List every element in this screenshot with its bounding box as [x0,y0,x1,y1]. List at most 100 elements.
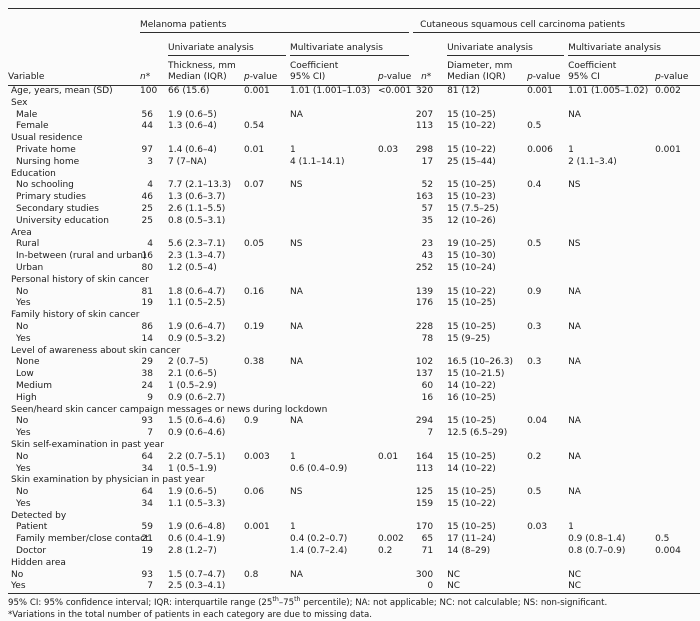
table-row: Yes 7 2.5 (0.3–4.1) 0 NC NC [8,581,700,595]
cell-coef-cscc: NA [568,286,581,297]
cell-coef-mel [290,192,378,204]
cell-coef-mel: NA [290,286,303,297]
cell-thickness: 1 (0.5–1.9) [168,463,217,474]
cell-diameter: 81 (12) [447,86,480,96]
cell-coef-mel [290,251,378,263]
cell-coef-cscc [568,381,655,393]
cell-coef-cscc [568,428,655,440]
cell-n-mel: 64 [141,451,153,462]
footnote-asterisk: *Variations in the total number of patie… [8,609,372,620]
cell-thickness: 1.2 (0.5–4) [168,262,217,273]
cell-diameter: 15 (10–25) [447,487,496,498]
cell-n-mel: 59 [141,522,153,533]
cell-thickness: 0.9 (0.6–4.6) [168,428,226,439]
thickness-column-header: Thickness, mm Median (IQR) [168,56,244,86]
cell-variable: Personal history of skin cancer [11,274,149,285]
cell-n-mel: 93 [141,569,153,580]
n-column-header-cscc: n* [413,56,448,86]
cell-coef-cscc [568,121,655,133]
table-row: No 86 1.9 (0.6–4.7) 0.19 NA 228 15 (10–25) 0.3 N… [8,322,700,334]
cscc-section-header: Cutaneous squamous cell carcinoma patien… [413,9,700,34]
cell-p-uni-mel [244,369,290,381]
cell-coef-mel [290,298,378,310]
cell-variable: Private home [16,144,76,155]
cell-n-mel: 81 [141,286,153,297]
cell-variable: No [16,286,29,297]
cell-diameter: 15 (10–23) [447,192,496,203]
table-row: Secondary studies 25 2.6 (1.1–5.5) 57 15 (7.… [8,204,700,216]
cell-coef-mel [290,334,378,346]
cell-p-uni-mel: 0.19 [244,321,265,332]
cell-p-uni-cscc [527,464,568,476]
cell-variable: Doctor [16,546,47,557]
cell-p-uni-cscc: 0.001 [527,86,553,96]
cell-diameter: 15 (10–25) [447,180,496,191]
p-value-column-header-uni-mel: p-value [244,56,290,86]
cell-n-cscc: 7 [427,428,434,439]
cell-thickness: 2.2 (0.7–5.1) [168,451,226,462]
cell-coef-mel: NS [290,180,303,191]
cell-n-mel: 16 [141,251,153,262]
cell-p-uni-mel [244,110,290,122]
table-row: Nursing home 3 7 (7–NA) 4 (1.1–14.1) 17 25 (1… [8,157,700,169]
cell-p-uni-mel [244,157,290,169]
cscc-multivariate-header: Multivariate analysis [568,33,700,56]
cell-n-cscc: 164 [415,451,434,462]
cell-coef-mel: NA [290,357,303,368]
cell-diameter: 15 (10–25) [447,321,496,332]
cell-p-mult-mel [378,428,413,440]
coefficient-column-header-cscc: Coefficient 95% CI [568,56,656,86]
cell-coef-mel [290,581,378,595]
diameter-column-header: Diameter, mm Median (IQR) [447,56,528,86]
cell-coef-cscc: NC [568,569,582,580]
table-row: None 29 2 (0.7–5) 0.38 NA 102 16.5 (10–26.3) 0.… [8,357,700,369]
cell-n-cscc: 125 [415,487,434,498]
table-row: Primary studies 46 1.3 (0.6–3.7) 163 15 (10–… [8,192,700,204]
cell-p-uni-cscc [527,381,568,393]
cell-p-mult-cscc [655,287,700,299]
cell-p-mult-cscc [655,216,700,228]
cell-thickness: 1.8 (0.6–4.7) [168,286,226,297]
cell-p-uni-cscc: 0.4 [527,180,542,191]
cell-p-mult-mel [378,121,413,133]
cell-p-uni-mel: 0.001 [244,522,270,533]
cell-p-mult-cscc [655,416,700,428]
cell-thickness: 1.9 (0.6–5) [168,109,217,120]
group-header-row: Usual residence [8,133,700,145]
cell-thickness: 1.1 (0.5–3.3) [168,498,226,509]
cell-p-mult-cscc: 0.5 [655,534,670,545]
cell-p-mult-mel [378,287,413,299]
cell-n-mel: 19 [141,298,153,309]
cell-coef-mel: 1.4 (0.7–2.4) [290,546,348,557]
cell-p-mult-cscc [655,393,700,405]
cell-p-uni-cscc [527,570,568,582]
table-row: Rural 4 5.6 (2.3–7.1) 0.05 NS 23 19 (10–25) 0.5… [8,239,700,251]
cell-p-mult-cscc [655,298,700,310]
cell-p-uni-cscc [527,110,568,122]
cell-thickness: 1.9 (0.6–4.8) [168,522,226,533]
cell-p-uni-mel [244,216,290,228]
cell-n-cscc: 35 [421,215,434,226]
cell-coef-mel: 1 [290,522,296,533]
cell-diameter: 17 (11–24) [447,534,496,545]
cell-n-mel: 7 [147,428,153,439]
cell-variable: No [16,416,29,427]
cell-coef-cscc: NA [568,487,581,498]
asterisk: * [145,71,151,82]
cell-p-mult-mel [378,180,413,192]
table-row: Patient 59 1.9 (0.6–4.8) 0.001 1 170 15 (10–25… [8,522,700,534]
cell-variable: Family member/close contact [16,534,149,545]
cell-p-uni-mel [244,192,290,204]
cell-p-mult-mel [378,298,413,310]
table-row: No 64 2.2 (0.7–5.1) 0.003 1 0.01 164 15 (10–25)… [8,452,700,464]
cell-p-mult-cscc [655,487,700,499]
cell-coef-mel [290,499,378,511]
cell-coef-cscc [568,216,655,228]
cell-p-uni-mel [244,499,290,511]
cell-coef-mel: NS [290,239,303,250]
cscc-univariate-header: Univariate analysis [447,33,568,56]
cell-coef-cscc [568,192,655,204]
cell-p-mult-mel: 0.002 [378,534,404,545]
cell-coef-cscc [568,369,655,381]
cell-n-cscc: 176 [415,298,434,309]
